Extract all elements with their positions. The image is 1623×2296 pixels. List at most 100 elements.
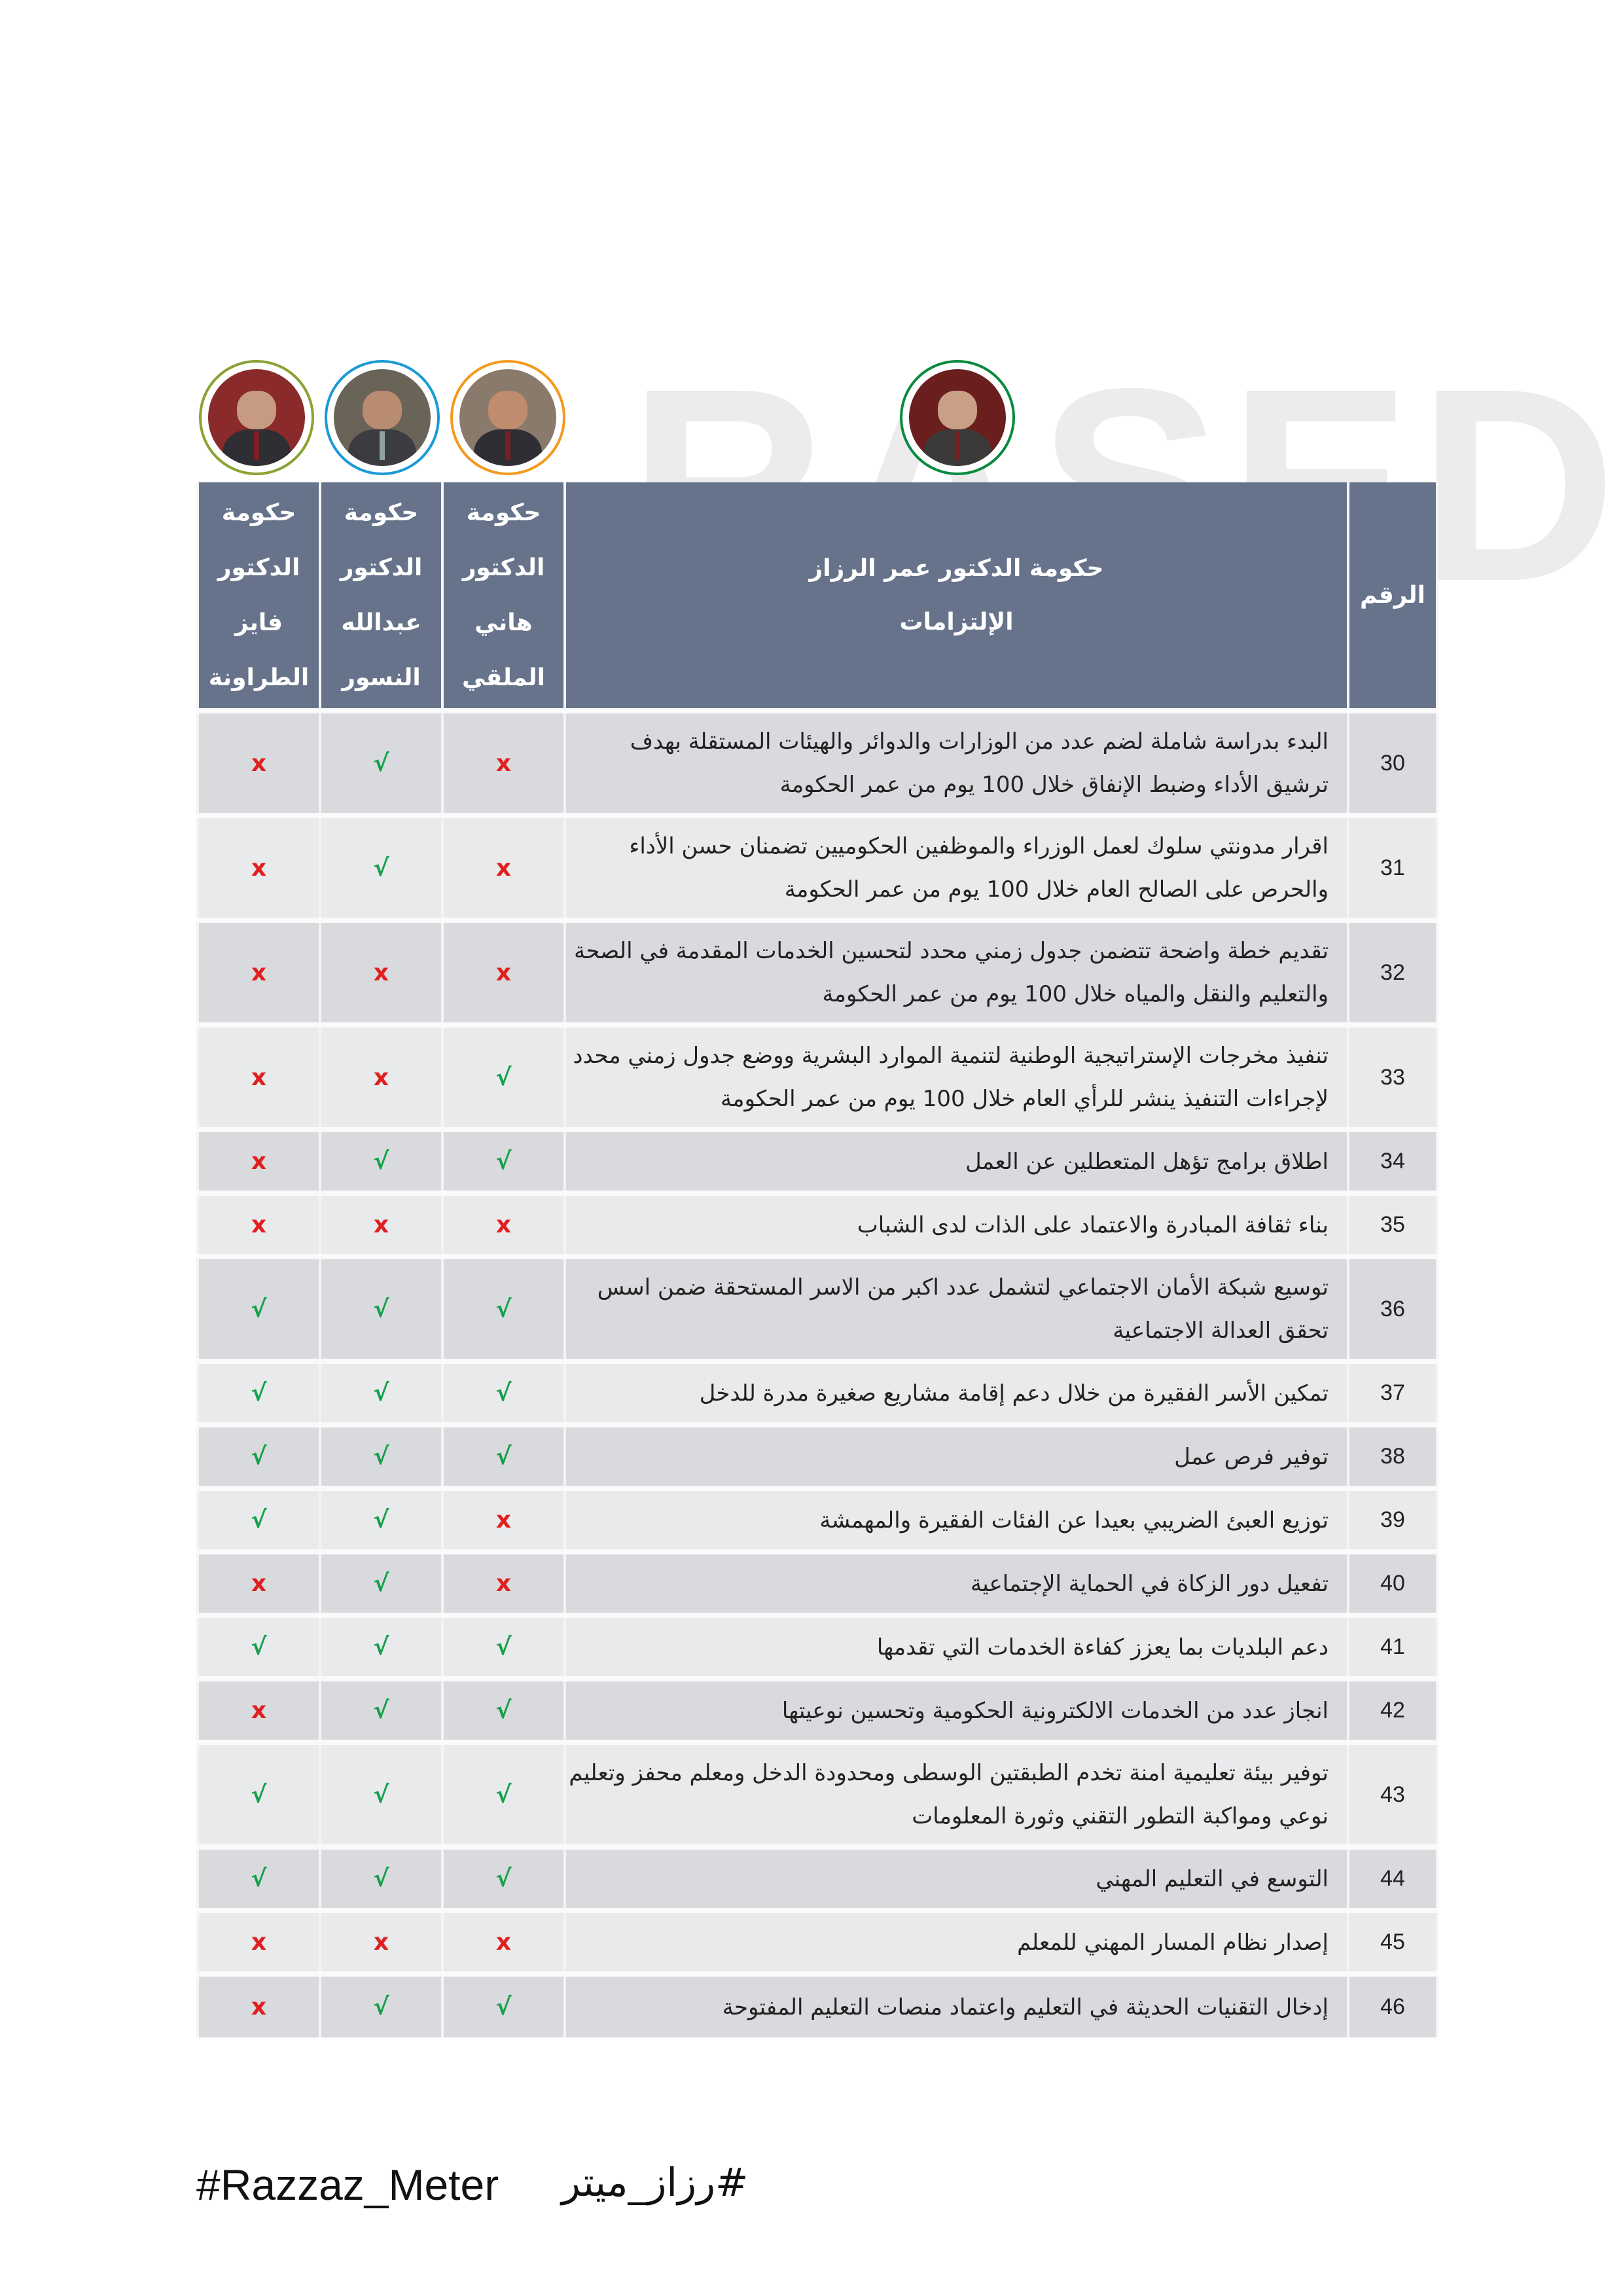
check-icon-nsour: √	[319, 1486, 444, 1552]
commitment-text: بناء ثقافة المبادرة والاعتماد على الذات …	[563, 1191, 1349, 1257]
check-icon-tarawneh: √	[196, 1613, 321, 1679]
header-number: الرقم	[1347, 482, 1438, 711]
table-row: 39 توزيع العبئ الضريبي بعيدا عن الفئات ال…	[196, 1486, 1438, 1552]
header-tarawneh: حكومة الدكتور فايز الطراونة	[196, 482, 321, 711]
table-header: الرقم حكومة الدكتور عمر الرزاز الإلتزامات…	[196, 482, 1438, 711]
row-number: 35	[1347, 1191, 1438, 1257]
commitment-text: إصدار نظام المسار المهني للمعلم	[563, 1908, 1349, 1974]
check-icon-mulki: √	[441, 1971, 566, 2037]
table-row: 30 البدء بدراسة شاملة لضم عدد من الوزارات…	[196, 708, 1438, 816]
header-line: الدكتور	[462, 554, 545, 581]
check-icon-mulki: √	[441, 1676, 566, 1742]
table-row: 45 إصدار نظام المسار المهني للمعلم x x x	[196, 1908, 1438, 1974]
cross-icon-tarawneh: x	[196, 708, 321, 816]
check-icon-tarawneh: √	[196, 1422, 321, 1488]
header-line: النسور	[342, 664, 421, 691]
table-row: 42 انجاز عدد من الخدمات الالكترونية الحكو…	[196, 1676, 1438, 1742]
cross-icon-nsour: x	[319, 1191, 444, 1257]
commitment-text: البدء بدراسة شاملة لضم عدد من الوزارات و…	[563, 708, 1349, 816]
cross-icon-mulki: x	[441, 918, 566, 1025]
check-icon-nsour: √	[319, 1254, 444, 1361]
check-icon-nsour: √	[319, 1740, 444, 1847]
row-number: 45	[1347, 1908, 1438, 1974]
check-icon-nsour: √	[319, 1676, 444, 1742]
row-number: 33	[1347, 1022, 1438, 1130]
commitment-text: توسيع شبكة الأمان الاجتماعي لتشمل عدد اك…	[563, 1254, 1349, 1361]
check-icon-mulki: √	[441, 1740, 566, 1847]
table-row: 41 دعم البلديات بما يعزز كفاءة الخدمات ال…	[196, 1613, 1438, 1679]
row-number: 46	[1347, 1971, 1438, 2037]
check-icon-mulki: √	[441, 1254, 566, 1361]
check-icon-nsour: √	[319, 708, 444, 816]
header-razzaz-government: حكومة الدكتور عمر الرزاز	[809, 554, 1104, 582]
header-line: فايز	[234, 609, 283, 636]
cross-icon-mulki: x	[441, 1486, 566, 1552]
commitment-text: تقديم خطة واضحة تتضمن جدول زمني محدد لتح…	[563, 918, 1349, 1025]
check-icon-nsour: √	[319, 1613, 444, 1679]
commitment-text: اقرار مدونتي سلوك لعمل الوزراء والموظفين…	[563, 813, 1349, 920]
check-icon-mulki: √	[441, 1359, 566, 1425]
check-icon-nsour: √	[319, 1549, 444, 1615]
table-row: 35 بناء ثقافة المبادرة والاعتماد على الذا…	[196, 1191, 1438, 1257]
cross-icon-tarawneh: x	[196, 1022, 321, 1130]
cross-icon-tarawneh: x	[196, 918, 321, 1025]
header-line: عبدالله	[341, 609, 421, 636]
cross-icon-mulki: x	[441, 708, 566, 816]
row-number: 43	[1347, 1740, 1438, 1847]
commitment-text: توزيع العبئ الضريبي بعيدا عن الفئات الفق…	[563, 1486, 1349, 1552]
header-line: حكومة	[344, 499, 419, 526]
row-number: 40	[1347, 1549, 1438, 1615]
row-number: 44	[1347, 1844, 1438, 1910]
check-icon-nsour: √	[319, 813, 444, 920]
row-number: 34	[1347, 1127, 1438, 1193]
table-row: 37 تمكين الأسر الفقيرة من خلال دعم إقامة …	[196, 1359, 1438, 1425]
check-icon-nsour: √	[319, 1422, 444, 1488]
commitment-text: دعم البلديات بما يعزز كفاءة الخدمات التي…	[563, 1613, 1349, 1679]
cross-icon-mulki: x	[441, 1191, 566, 1257]
row-number: 36	[1347, 1254, 1438, 1361]
check-icon-mulki: √	[441, 1127, 566, 1193]
portrait-razzaz	[900, 360, 1015, 475]
commitment-text: اطلاق برامج تؤهل المتعطلين عن العمل	[563, 1127, 1349, 1193]
cross-icon-tarawneh: x	[196, 1549, 321, 1615]
commitment-text: تنفيذ مخرجات الإستراتيجية الوطنية لتنمية…	[563, 1022, 1349, 1130]
row-number: 37	[1347, 1359, 1438, 1425]
cross-icon-mulki: x	[441, 813, 566, 920]
cross-icon-nsour: x	[319, 1908, 444, 1974]
check-icon-tarawneh: √	[196, 1740, 321, 1847]
header-nsour: حكومة الدكتور عبدالله النسور	[319, 482, 444, 711]
cross-icon-tarawneh: x	[196, 1676, 321, 1742]
check-icon-tarawneh: √	[196, 1486, 321, 1552]
table-row: 32 تقديم خطة واضحة تتضمن جدول زمني محدد ل…	[196, 918, 1438, 1025]
check-icon-tarawneh: √	[196, 1254, 321, 1361]
table-row: 31 اقرار مدونتي سلوك لعمل الوزراء والموظف…	[196, 813, 1438, 920]
cross-icon-tarawneh: x	[196, 1971, 321, 2037]
commitment-text: إدخال التقنيات الحديثة في التعليم واعتما…	[563, 1971, 1349, 2037]
check-icon-nsour: √	[319, 1971, 444, 2037]
cross-icon-tarawneh: x	[196, 1908, 321, 1974]
check-icon-nsour: √	[319, 1844, 444, 1910]
cross-icon-tarawneh: x	[196, 813, 321, 920]
hashtag-arabic: #رزاز_ميتر	[562, 2160, 749, 2206]
commitment-text: تفعيل دور الزكاة في الحماية الإجتماعية	[563, 1549, 1349, 1615]
table-row: 46 إدخال التقنيات الحديثة في التعليم واعت…	[196, 1971, 1438, 2037]
header-line: هاني	[474, 609, 533, 636]
table-row: 38 توفير فرص عمل √ √ √	[196, 1422, 1438, 1488]
table-row: 36 توسيع شبكة الأمان الاجتماعي لتشمل عدد …	[196, 1254, 1438, 1361]
commitment-text: انجاز عدد من الخدمات الالكترونية الحكومي…	[563, 1676, 1349, 1742]
table-row: 33 تنفيذ مخرجات الإستراتيجية الوطنية لتنم…	[196, 1022, 1438, 1130]
row-number: 31	[1347, 813, 1438, 920]
header-commitments-label: الإلتزامات	[899, 608, 1014, 636]
check-icon-mulki: √	[441, 1422, 566, 1488]
header-line: حكومة	[466, 499, 541, 526]
check-icon-mulki: √	[441, 1844, 566, 1910]
cross-icon-mulki: x	[441, 1908, 566, 1974]
header-commitments: حكومة الدكتور عمر الرزاز الإلتزامات	[563, 482, 1349, 711]
header-line: الملقي	[461, 664, 546, 691]
row-number: 38	[1347, 1422, 1438, 1488]
header-line: الطراونة	[208, 664, 310, 691]
header-line: حكومة	[221, 499, 296, 526]
table-row: 43 توفير بيئة تعليمية امنة تخدم الطبقتين …	[196, 1740, 1438, 1847]
header-line: الدكتور	[340, 554, 423, 581]
row-number: 42	[1347, 1676, 1438, 1742]
